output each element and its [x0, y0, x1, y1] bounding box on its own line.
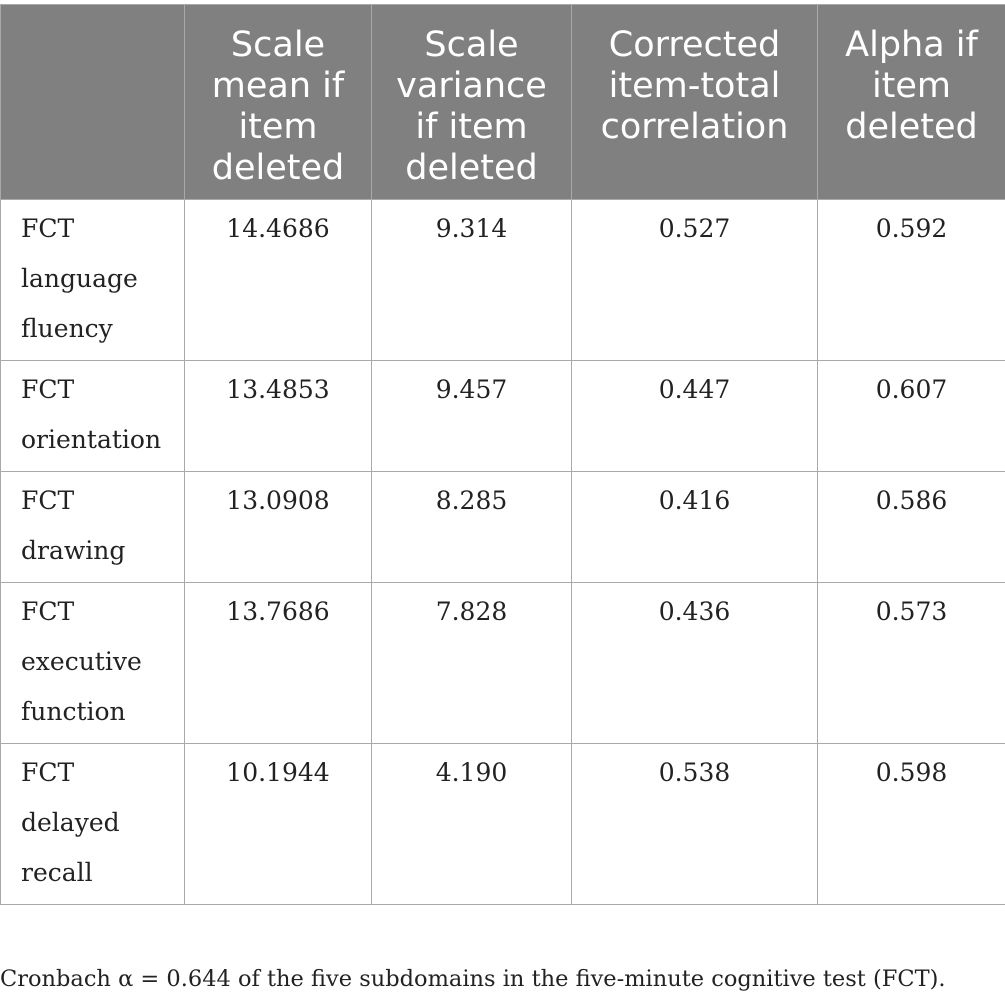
header-scale-mean: Scale mean if item deleted: [184, 4, 372, 200]
cell-alpha-if-deleted: 0.607: [817, 360, 1005, 472]
cell-corrected-correlation: 0.416: [571, 471, 818, 583]
cell-scale-mean: 13.0908: [184, 471, 372, 583]
cell-alpha-if-deleted: 0.592: [817, 199, 1005, 361]
row-label: FCT executive function: [0, 582, 185, 744]
cell-corrected-correlation: 0.447: [571, 360, 818, 472]
cell-scale-variance: 8.285: [371, 471, 572, 583]
header-corner: [0, 4, 185, 200]
cell-scale-mean: 13.7686: [184, 582, 372, 744]
row-label: FCT drawing: [0, 471, 185, 583]
cell-scale-mean: 13.4853: [184, 360, 372, 472]
row-label: FCT delayed recall: [0, 743, 185, 905]
header-corrected-correlation: Corrected item-total correlation: [571, 4, 818, 200]
table-row: FCT drawing 13.0908 8.285 0.416 0.586: [0, 471, 1005, 583]
header-alpha-if-deleted: Alpha if item deleted: [817, 4, 1005, 200]
table-row: FCT language fluency 14.4686 9.314 0.527…: [0, 199, 1005, 361]
cell-scale-variance: 9.457: [371, 360, 572, 472]
table-caption: Cronbach α = 0.644 of the five subdomain…: [0, 966, 946, 992]
cell-scale-variance: 7.828: [371, 582, 572, 744]
cell-scale-variance: 9.314: [371, 199, 572, 361]
header-scale-variance: Scale variance if item deleted: [371, 4, 572, 200]
cell-scale-mean: 14.4686: [184, 199, 372, 361]
cell-corrected-correlation: 0.538: [571, 743, 818, 905]
cell-alpha-if-deleted: 0.573: [817, 582, 1005, 744]
row-label: FCT orientation: [0, 360, 185, 472]
cell-scale-variance: 4.190: [371, 743, 572, 905]
table-row: FCT executive function 13.7686 7.828 0.4…: [0, 582, 1005, 744]
cell-corrected-correlation: 0.527: [571, 199, 818, 361]
row-label: FCT language fluency: [0, 199, 185, 361]
table-row: FCT orientation 13.4853 9.457 0.447 0.60…: [0, 360, 1005, 472]
table-row: FCT delayed recall 10.1944 4.190 0.538 0…: [0, 743, 1005, 905]
cell-alpha-if-deleted: 0.598: [817, 743, 1005, 905]
cell-corrected-correlation: 0.436: [571, 582, 818, 744]
cell-scale-mean: 10.1944: [184, 743, 372, 905]
reliability-table: Scale mean if item deleted Scale varianc…: [0, 4, 1005, 905]
table-header-row: Scale mean if item deleted Scale varianc…: [0, 4, 1005, 200]
cell-alpha-if-deleted: 0.586: [817, 471, 1005, 583]
